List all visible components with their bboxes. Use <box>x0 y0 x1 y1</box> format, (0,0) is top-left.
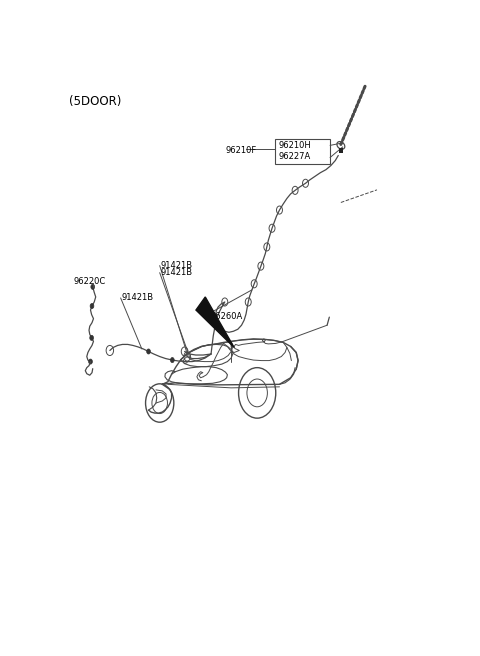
Text: (5DOOR): (5DOOR) <box>69 95 121 108</box>
Text: 96210F: 96210F <box>226 146 257 155</box>
Circle shape <box>170 358 174 363</box>
Text: 91421B: 91421B <box>160 268 192 277</box>
Circle shape <box>90 335 94 340</box>
Text: 96220C: 96220C <box>73 277 105 286</box>
Circle shape <box>91 284 95 289</box>
Circle shape <box>89 359 92 364</box>
Polygon shape <box>196 297 234 348</box>
Bar <box>339 148 343 154</box>
Text: 91421B: 91421B <box>121 293 154 302</box>
Text: 96210H: 96210H <box>279 141 312 150</box>
Circle shape <box>90 304 94 308</box>
Text: 96260A: 96260A <box>211 312 243 321</box>
Circle shape <box>147 349 150 354</box>
Text: 96227A: 96227A <box>279 152 311 161</box>
Text: 91421B: 91421B <box>160 261 192 270</box>
